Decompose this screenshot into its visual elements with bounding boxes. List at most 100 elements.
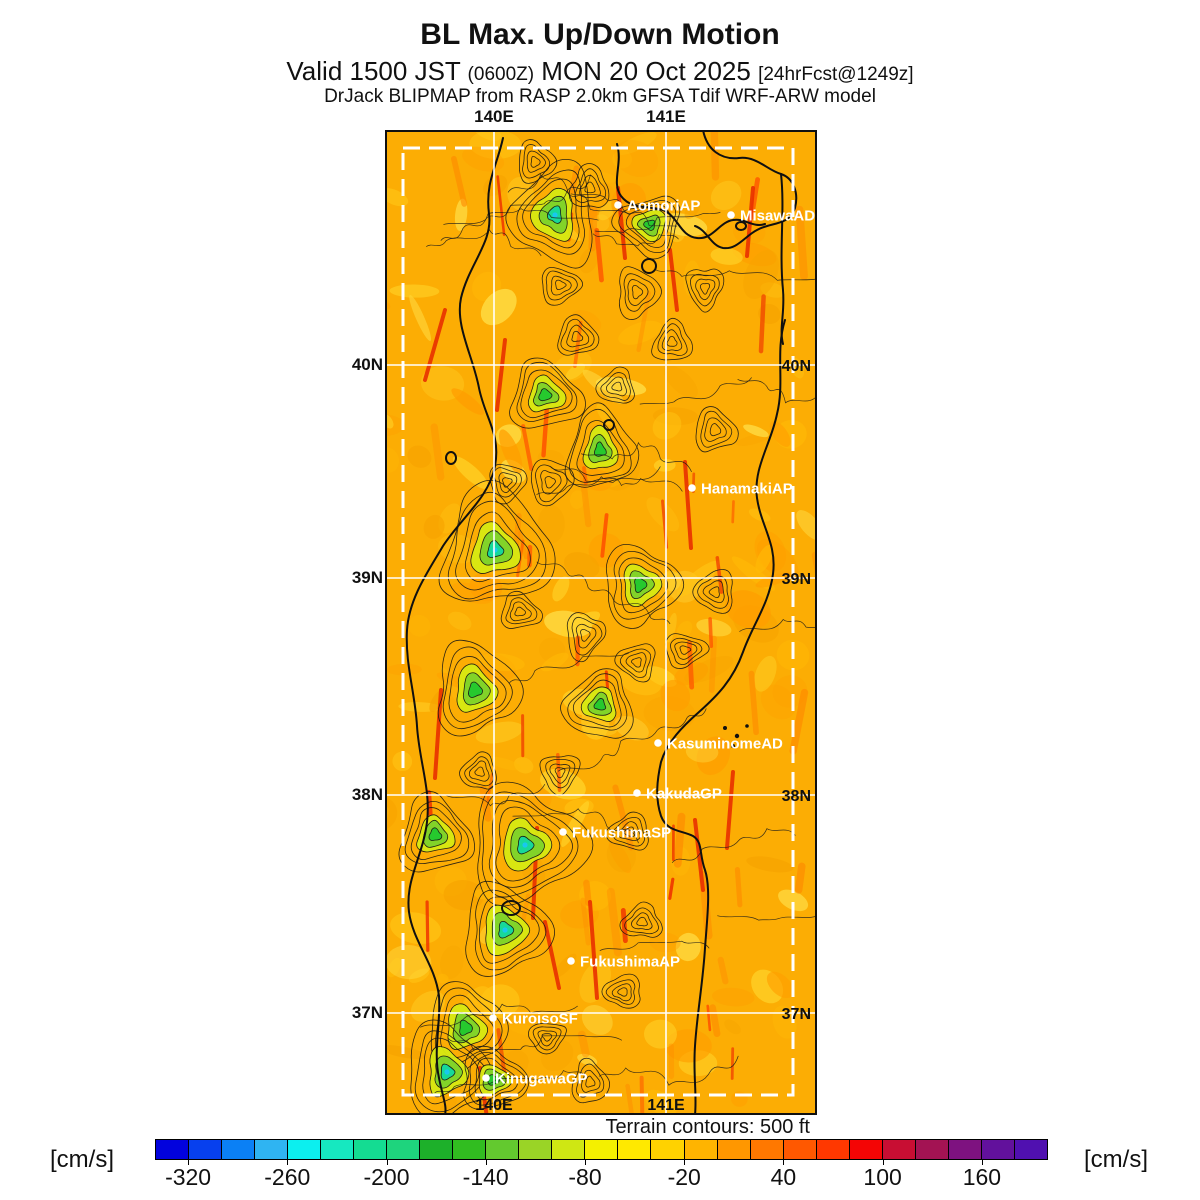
terrain-contour-ring	[625, 652, 647, 673]
terrain-contour-ring	[584, 181, 596, 194]
colorbar-segment	[386, 1140, 420, 1159]
lagoon-hachirogata	[445, 451, 457, 465]
terrain-shape	[769, 421, 791, 447]
terrain-contour-ring	[611, 195, 681, 260]
map-area: 40N 39N 38N 37N 140E 141E AomoriAP MisawaAD Han…	[385, 130, 817, 1115]
terrain-shape	[475, 721, 524, 744]
terrain-contour-ring	[567, 673, 628, 731]
terrain-shape	[772, 1005, 797, 1039]
terrain-shape	[440, 945, 464, 979]
terrain-shape	[521, 424, 534, 471]
terrain-shape	[665, 1029, 712, 1063]
terrain-shape	[625, 1083, 635, 1115]
terrain-contour-ring	[459, 751, 497, 790]
inside-axis-labels: 40N 39N 38N 37N 140E 141E	[475, 358, 811, 1114]
terrain-contour-ring	[661, 329, 683, 351]
terrain-shape	[385, 413, 394, 429]
colorbar-tick-label: 160	[962, 1164, 1002, 1190]
terrain-contour-ring	[651, 317, 693, 361]
terrain-contour-ring	[571, 330, 584, 343]
terrain-contour-ring	[410, 1019, 493, 1115]
terrain-contour-ring	[502, 477, 513, 488]
terrain-shape	[487, 756, 521, 771]
terrain-shape	[541, 1039, 574, 1072]
terrain-contour-ring	[605, 811, 649, 851]
terrain-shape	[778, 889, 809, 912]
terrain-contour-ring	[478, 896, 540, 964]
terrain-shape	[496, 175, 506, 236]
terrain-contour-line	[595, 211, 721, 234]
terrain-contour-ring	[404, 800, 470, 865]
sink-streak	[745, 186, 755, 258]
terrain-shape	[708, 617, 714, 649]
terrain-shape	[696, 736, 731, 776]
terrain-shape	[540, 769, 586, 800]
colorbar-tick-label: -320	[165, 1164, 212, 1190]
valid-prefix: Valid 1500 JST	[286, 56, 468, 86]
terrain-shape	[583, 879, 592, 907]
terrain-shape	[608, 839, 632, 873]
station-label: KakudaGP	[646, 786, 722, 803]
station-label: FukushimaAP	[580, 954, 680, 971]
terrain-contour-ring	[538, 388, 553, 402]
terrain-contour-ring	[557, 314, 600, 356]
terrain-shape	[385, 447, 400, 473]
terrain-contour-ring	[474, 766, 485, 777]
terrain-shape	[614, 715, 649, 741]
colorbar-segment	[254, 1140, 288, 1159]
colorbar-segment	[485, 1140, 519, 1159]
terrain-contour-ring	[700, 410, 733, 448]
terrain-contour-line	[598, 1055, 739, 1086]
terrain-contour-ring	[505, 597, 538, 625]
terrain-contour-ring	[697, 575, 729, 609]
terrain-contour-ring	[617, 987, 628, 997]
terrain-shape	[473, 888, 494, 900]
valid-date: MON 20 Oct 2025	[534, 56, 759, 86]
terrain-shape	[438, 534, 478, 564]
lat-label-right: 38N	[782, 788, 811, 805]
terrain-contour-ring	[545, 759, 576, 789]
terrain-contour-ring	[571, 616, 603, 656]
colorbar-tickmark	[188, 1160, 190, 1165]
terrain-contour-ring	[579, 174, 601, 199]
colorbar-tick-label: -80	[568, 1164, 602, 1190]
terrain-shape	[452, 456, 489, 490]
terrain-contour-ring	[679, 645, 692, 655]
lake-inawashiro	[501, 900, 521, 916]
terrain-shape	[760, 684, 796, 720]
terrain-contour-ring	[437, 639, 524, 737]
terrain-contour-ring	[613, 550, 677, 620]
sink-streak	[588, 900, 599, 1000]
terrain-contour-ring	[509, 601, 532, 622]
terrain-contour-ring	[572, 679, 622, 728]
valid-zulu: (0600Z)	[467, 64, 535, 85]
terrain-contour-ring	[566, 324, 590, 348]
terrain-shape	[663, 365, 698, 399]
lat-label-right: 40N	[782, 358, 811, 375]
terrain-shape	[556, 753, 562, 792]
colorbar-segment	[650, 1140, 684, 1159]
terrain-shape	[408, 614, 431, 637]
terrain-shape	[569, 490, 585, 510]
colorbar-segment	[419, 1140, 453, 1159]
terrain-shape	[730, 1047, 735, 1080]
station-dot	[688, 484, 696, 492]
colorbar-tick-label: 40	[770, 1164, 797, 1190]
terrain-shape	[385, 944, 432, 980]
terrain-contour-ring	[498, 472, 518, 493]
valid-time-line: Valid 1500 JST (0600Z) MON 20 Oct 2025 […	[0, 56, 1200, 87]
terrain-shape	[652, 411, 682, 440]
sink-streak	[423, 308, 447, 382]
coastline-shimokita	[694, 130, 798, 250]
colorbar-tick-label: -140	[462, 1164, 509, 1190]
terrain-contour-ring	[465, 880, 555, 977]
terrain-contour-ring	[708, 586, 720, 599]
terrain-shape	[577, 1053, 598, 1066]
terrain-contour-line	[671, 828, 796, 864]
terrain-contour-ring	[560, 318, 595, 352]
matsushima-islets	[723, 724, 749, 748]
terrain-shape	[732, 242, 777, 267]
map-frame	[385, 130, 817, 1115]
terrain-shape	[710, 247, 743, 265]
colorbar-tick-label: -200	[363, 1164, 410, 1190]
